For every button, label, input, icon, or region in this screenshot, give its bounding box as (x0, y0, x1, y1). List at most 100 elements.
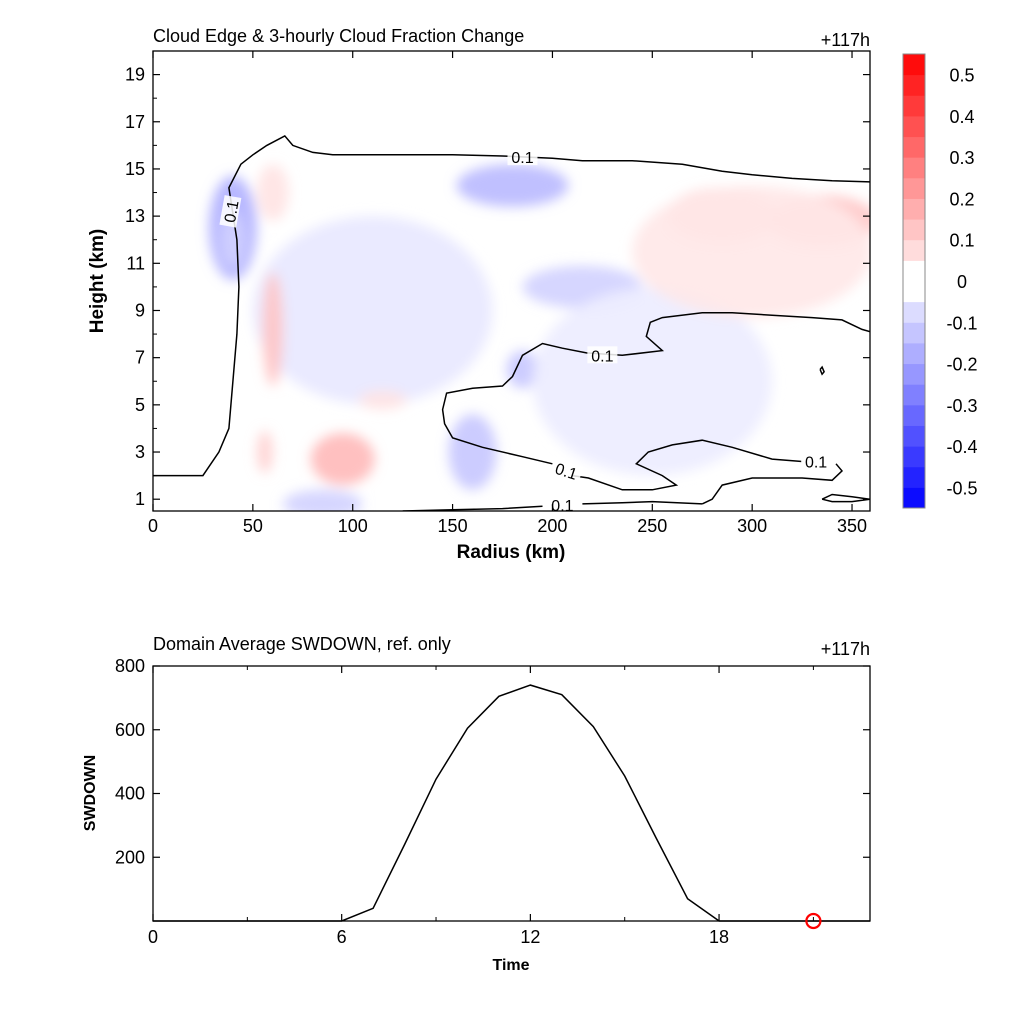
contour-line (572, 439, 803, 491)
anomaly-blob (456, 164, 569, 207)
y-tick-label: 15 (125, 159, 145, 179)
colorbar-tick-label: 0.2 (949, 189, 974, 209)
current-time-marker (805, 912, 822, 930)
x-tick-label: 0 (148, 516, 158, 536)
y-tick-label: 800 (115, 656, 145, 676)
colorbar-band (903, 425, 925, 447)
x-tick-label: 200 (537, 516, 567, 536)
colorbar-band (903, 466, 925, 488)
y-tick-label: 13 (125, 206, 145, 226)
contour-label-group: 0.1 (587, 346, 618, 365)
contour-line (701, 463, 844, 505)
x-tick-label: 250 (637, 516, 667, 536)
colorbar-tick-label: 0.3 (949, 148, 974, 168)
colorbar: 0.5 0.4 0.3 0.2 0.1 0 -0.1 -0.2 -0.3 -0.4 -0.5 (902, 53, 978, 509)
line-chart-axes: 0 6 12 18 200 400 600 800 (115, 656, 870, 947)
colorbar-band (903, 74, 925, 96)
contour-label: 0.1 (591, 348, 613, 365)
colorbar-band (903, 301, 925, 323)
colorbar-band (903, 404, 925, 426)
colorbar-band (903, 95, 925, 117)
x-tick-label: 300 (737, 516, 767, 536)
colorbar-band (903, 239, 925, 261)
colorbar-band (903, 363, 925, 385)
contour-label-bg (507, 148, 538, 166)
anomaly-blob (252, 216, 493, 405)
contour-line (153, 134, 870, 477)
colorbar-band (903, 446, 925, 468)
line-chart-title: Domain Average SWDOWN, ref. only (153, 634, 451, 654)
heatmap-x-axis-label: Radius (km) (457, 542, 566, 563)
y-tick-label: 5 (135, 395, 145, 415)
anomaly-blob (256, 164, 289, 221)
contour-label-bg (549, 457, 584, 484)
colorbar-band (903, 219, 925, 241)
contour-label-bg (587, 346, 618, 364)
x-tick-label: 50 (243, 516, 263, 536)
line-chart-x-axis-label: Time (492, 957, 529, 974)
colorbar-tick-label: -0.4 (946, 437, 977, 457)
contour-labels: 0.1 0.1 0.1 0.1 0.1 0.1 (219, 148, 832, 515)
y-tick-label: 600 (115, 720, 145, 740)
heatmap-chart: Cloud Edge & 3-hourly Cloud Fraction Cha… (87, 26, 871, 563)
anomaly-blob (282, 489, 363, 511)
colorbar-tick-label: 0.1 (949, 231, 974, 251)
colorbar-tick-label: 0.5 (949, 66, 974, 86)
x-tick-label: 100 (338, 516, 368, 536)
colorbar-frame (902, 53, 926, 509)
contour-label-bg (547, 496, 578, 514)
x-tick-label: 6 (337, 927, 347, 947)
y-tick-label: 19 (125, 65, 145, 85)
contour-label: 0.1 (511, 150, 533, 167)
line-chart-time-label: +117h (821, 639, 870, 659)
contour-label-bg (219, 195, 242, 228)
colorbar-tick-label: 0 (957, 272, 967, 292)
anomaly-blob (448, 414, 497, 490)
heatmap-y-axis-label: Height (km) (87, 229, 108, 334)
contour-line (819, 365, 825, 376)
colorbar-band (903, 177, 925, 199)
anomaly-blob (262, 272, 283, 386)
heatmap-frame (152, 50, 871, 512)
y-tick-label: 17 (125, 112, 145, 132)
contour-label-bg (801, 452, 832, 470)
contour-label-group: 0.1 (801, 452, 832, 471)
line-chart: Domain Average SWDOWN, ref. only +117h 0… (82, 634, 871, 974)
x-tick-label: 12 (520, 927, 540, 947)
heatmap-title: Cloud Edge & 3-hourly Cloud Fraction Cha… (153, 26, 524, 46)
contour-line (821, 493, 870, 503)
colorbar-band (903, 281, 925, 303)
contour-label: 0.1 (551, 498, 573, 515)
x-tick-label: 350 (837, 516, 867, 536)
line-chart-y-axis-label: SWDOWN (82, 755, 99, 831)
contour-lines (153, 134, 870, 511)
contour-line (441, 312, 870, 465)
colorbar-band (903, 157, 925, 179)
y-tick-label: 1 (135, 489, 145, 509)
anomaly-blob (632, 185, 870, 318)
line-chart-frame (152, 665, 871, 922)
contour-label-group: 0.1 (549, 457, 584, 484)
heatmap-time-label: +117h (821, 30, 870, 50)
y-tick-label: 3 (135, 442, 145, 462)
heatmap-field (208, 164, 870, 511)
y-tick-label: 7 (135, 348, 145, 368)
line-chart-series (153, 684, 870, 930)
colorbar-band (903, 136, 925, 158)
colorbar-band (903, 384, 925, 406)
anomaly-blob (256, 430, 273, 474)
y-tick-label: 11 (126, 253, 145, 273)
x-tick-label: 0 (148, 927, 158, 947)
colorbar-band (903, 115, 925, 138)
colorbar-band (903, 342, 925, 365)
y-tick-label: 9 (135, 300, 145, 320)
anomaly-blob (532, 286, 773, 476)
colorbar-tick-label: -0.3 (946, 396, 977, 416)
colorbar-tick-label: -0.5 (946, 478, 977, 498)
anomaly-blob (506, 350, 539, 389)
colorbar-band (903, 487, 925, 509)
colorbar-band (903, 322, 925, 344)
colorbar-tick-label: -0.2 (946, 355, 977, 375)
contour-label: 0.1 (553, 461, 580, 484)
